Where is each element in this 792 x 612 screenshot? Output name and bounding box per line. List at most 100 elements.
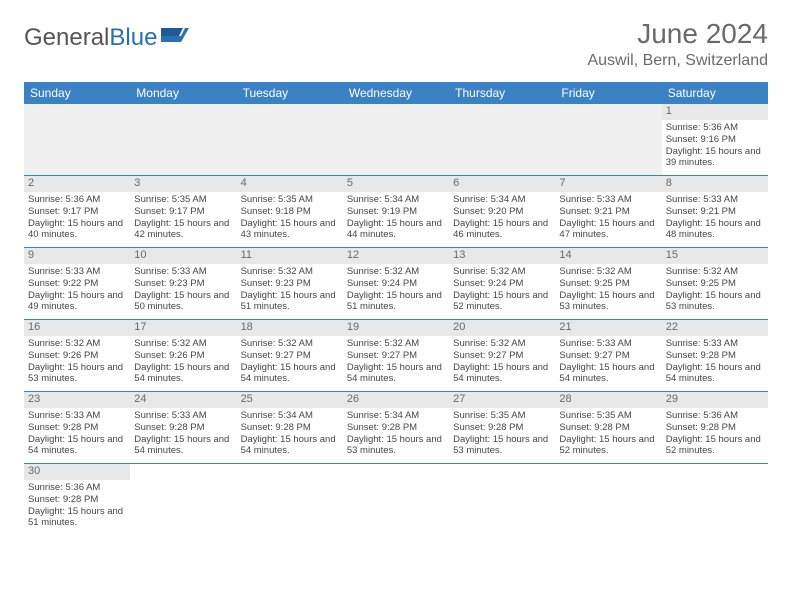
- day-cell: 15Sunrise: 5:32 AMSunset: 9:25 PMDayligh…: [662, 248, 768, 320]
- sunrise-text: Sunrise: 5:34 AM: [453, 194, 551, 206]
- day-number: 17: [130, 320, 236, 336]
- daylight-text: Daylight: 15 hours and 48 minutes.: [666, 218, 764, 242]
- day-info: Sunrise: 5:33 AMSunset: 9:28 PMDaylight:…: [134, 410, 232, 458]
- sunset-text: Sunset: 9:27 PM: [453, 350, 551, 362]
- day-info: Sunrise: 5:32 AMSunset: 9:27 PMDaylight:…: [453, 338, 551, 386]
- daylight-text: Daylight: 15 hours and 54 minutes.: [134, 434, 232, 458]
- daylight-text: Daylight: 15 hours and 54 minutes.: [134, 362, 232, 386]
- day-cell: 4Sunrise: 5:35 AMSunset: 9:18 PMDaylight…: [237, 176, 343, 248]
- day-info: Sunrise: 5:35 AMSunset: 9:28 PMDaylight:…: [453, 410, 551, 458]
- day-cell: 18Sunrise: 5:32 AMSunset: 9:27 PMDayligh…: [237, 320, 343, 392]
- day-number: 28: [555, 392, 661, 408]
- daylight-text: Daylight: 15 hours and 54 minutes.: [241, 434, 339, 458]
- sunrise-text: Sunrise: 5:36 AM: [666, 410, 764, 422]
- day-cell: 22Sunrise: 5:33 AMSunset: 9:28 PMDayligh…: [662, 320, 768, 392]
- sunset-text: Sunset: 9:21 PM: [666, 206, 764, 218]
- day-number: 6: [449, 176, 555, 192]
- sunset-text: Sunset: 9:17 PM: [134, 206, 232, 218]
- day-info: Sunrise: 5:32 AMSunset: 9:26 PMDaylight:…: [28, 338, 126, 386]
- day-info: Sunrise: 5:32 AMSunset: 9:25 PMDaylight:…: [559, 266, 657, 314]
- daylight-text: Daylight: 15 hours and 53 minutes.: [559, 290, 657, 314]
- sunrise-text: Sunrise: 5:33 AM: [559, 338, 657, 350]
- day-number: 24: [130, 392, 236, 408]
- daylight-text: Daylight: 15 hours and 51 minutes.: [347, 290, 445, 314]
- day-header: Sunday: [24, 82, 130, 104]
- day-number: 3: [130, 176, 236, 192]
- daylight-text: Daylight: 15 hours and 54 minutes.: [347, 362, 445, 386]
- empty-cell: [24, 104, 130, 176]
- day-number: 13: [449, 248, 555, 264]
- day-number: 1: [662, 104, 768, 120]
- day-header: Thursday: [449, 82, 555, 104]
- month-title: June 2024: [587, 18, 768, 50]
- daylight-text: Daylight: 15 hours and 52 minutes.: [453, 290, 551, 314]
- daylight-text: Daylight: 15 hours and 43 minutes.: [241, 218, 339, 242]
- day-number: 16: [24, 320, 130, 336]
- day-number: 18: [237, 320, 343, 336]
- sunset-text: Sunset: 9:28 PM: [666, 350, 764, 362]
- day-cell: 28Sunrise: 5:35 AMSunset: 9:28 PMDayligh…: [555, 392, 661, 464]
- day-info: Sunrise: 5:32 AMSunset: 9:23 PMDaylight:…: [241, 266, 339, 314]
- day-cell: 6Sunrise: 5:34 AMSunset: 9:20 PMDaylight…: [449, 176, 555, 248]
- day-number: 4: [237, 176, 343, 192]
- empty-cell: [343, 104, 449, 176]
- day-number: 2: [24, 176, 130, 192]
- daylight-text: Daylight: 15 hours and 47 minutes.: [559, 218, 657, 242]
- day-cell: 13 Sunrise: 5:32 AMSunset: 9:24 PMDayligh…: [449, 248, 555, 320]
- sunset-text: Sunset: 9:19 PM: [347, 206, 445, 218]
- logo-part1: General: [24, 24, 109, 51]
- sunset-text: Sunset: 9:28 PM: [666, 422, 764, 434]
- daylight-text: Daylight: 15 hours and 53 minutes.: [347, 434, 445, 458]
- day-number: 23: [24, 392, 130, 408]
- daylight-text: Daylight: 15 hours and 53 minutes.: [666, 290, 764, 314]
- day-number: 22: [662, 320, 768, 336]
- sunrise-text: Sunrise: 5:32 AM: [241, 338, 339, 350]
- day-number: 25: [237, 392, 343, 408]
- day-number: 10: [130, 248, 236, 264]
- sunset-text: Sunset: 9:24 PM: [347, 278, 445, 290]
- empty-cell: [449, 104, 555, 176]
- sunset-text: Sunset: 9:17 PM: [28, 206, 126, 218]
- day-info: Sunrise: 5:33 AMSunset: 9:21 PMDaylight:…: [559, 194, 657, 242]
- day-number: 14: [555, 248, 661, 264]
- sunrise-text: Sunrise: 5:32 AM: [347, 338, 445, 350]
- sunrise-text: Sunrise: 5:33 AM: [559, 194, 657, 206]
- day-cell: 12Sunrise: 5:32 AMSunset: 9:24 PMDayligh…: [343, 248, 449, 320]
- day-number: 26: [343, 392, 449, 408]
- day-number: 7: [555, 176, 661, 192]
- daylight-text: Daylight: 15 hours and 53 minutes.: [28, 362, 126, 386]
- empty-cell: [130, 104, 236, 176]
- day-number: 9: [24, 248, 130, 264]
- logo: GeneralBlue: [24, 24, 189, 52]
- empty-cell: [555, 464, 661, 536]
- sunrise-text: Sunrise: 5:32 AM: [134, 338, 232, 350]
- day-info: Sunrise: 5:32 AMSunset: 9:24 PMDaylight:…: [453, 266, 551, 314]
- sunrise-text: Sunrise: 5:36 AM: [28, 194, 126, 206]
- empty-cell: [237, 464, 343, 536]
- daylight-text: Daylight: 15 hours and 50 minutes.: [134, 290, 232, 314]
- sunset-text: Sunset: 9:27 PM: [559, 350, 657, 362]
- day-header: Saturday: [662, 82, 768, 104]
- daylight-text: Daylight: 15 hours and 54 minutes.: [559, 362, 657, 386]
- day-number: 20: [449, 320, 555, 336]
- sunset-text: Sunset: 9:20 PM: [453, 206, 551, 218]
- sunset-text: Sunset: 9:28 PM: [28, 494, 126, 506]
- sunset-text: Sunset: 9:28 PM: [28, 422, 126, 434]
- sunrise-text: Sunrise: 5:32 AM: [241, 266, 339, 278]
- day-info: Sunrise: 5:33 AMSunset: 9:27 PMDaylight:…: [559, 338, 657, 386]
- sunrise-text: Sunrise: 5:36 AM: [666, 122, 764, 134]
- sunset-text: Sunset: 9:25 PM: [559, 278, 657, 290]
- sunrise-text: Sunrise: 5:34 AM: [241, 410, 339, 422]
- sunset-text: Sunset: 9:28 PM: [559, 422, 657, 434]
- sunset-text: Sunset: 9:22 PM: [28, 278, 126, 290]
- logo-text: GeneralBlue: [24, 24, 157, 52]
- day-number: 29: [662, 392, 768, 408]
- day-cell: 30Sunrise: 5:36 AMSunset: 9:28 PMDayligh…: [24, 464, 130, 536]
- logo-flag-icon: [161, 24, 189, 44]
- empty-cell: [555, 104, 661, 176]
- daylight-text: Daylight: 15 hours and 52 minutes.: [559, 434, 657, 458]
- sunset-text: Sunset: 9:24 PM: [453, 278, 551, 290]
- sunrise-text: Sunrise: 5:36 AM: [28, 482, 126, 494]
- day-info: Sunrise: 5:32 AMSunset: 9:24 PMDaylight:…: [347, 266, 445, 314]
- daylight-text: Daylight: 15 hours and 49 minutes.: [28, 290, 126, 314]
